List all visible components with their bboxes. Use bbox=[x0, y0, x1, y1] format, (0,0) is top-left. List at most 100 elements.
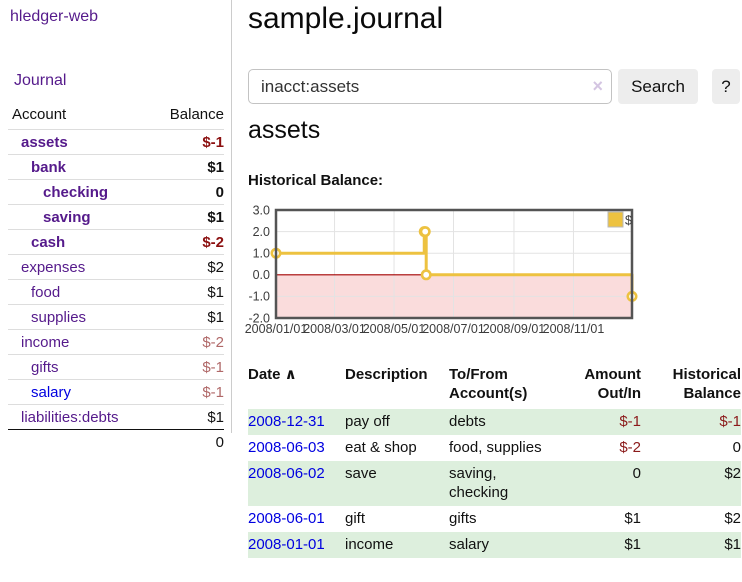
account-link[interactable]: saving bbox=[43, 209, 91, 226]
account-row: assets $-1 bbox=[8, 129, 224, 155]
account-link[interactable]: expenses bbox=[21, 259, 86, 276]
x-tick-label: 2008/01/01 bbox=[245, 322, 308, 336]
account-row: supplies $1 bbox=[8, 304, 224, 330]
search-box: × bbox=[248, 69, 612, 104]
transaction-date-link[interactable]: 2008-06-03 bbox=[248, 439, 325, 456]
account-row: liabilities:debts $1 bbox=[8, 404, 224, 430]
y-tick-label: 2.0 bbox=[253, 225, 270, 239]
account-row: saving $1 bbox=[8, 204, 224, 230]
transaction-amount: $1 bbox=[624, 536, 641, 553]
register-header-description: Description bbox=[345, 366, 428, 383]
transaction-date-link[interactable]: 2008-12-31 bbox=[248, 413, 325, 430]
account-balance: $2 bbox=[207, 259, 224, 276]
data-point-marker bbox=[420, 269, 432, 281]
account-balance: $1 bbox=[207, 309, 224, 326]
x-tick-label: 2008/05/01 bbox=[363, 322, 426, 336]
account-row: salary $-1 bbox=[8, 379, 224, 405]
transaction-description: income bbox=[345, 536, 394, 553]
account-link[interactable]: salary bbox=[31, 384, 72, 401]
transaction-balance: $-1 bbox=[719, 413, 741, 430]
account-link[interactable]: assets bbox=[21, 134, 68, 151]
clear-search-icon[interactable]: × bbox=[592, 76, 603, 96]
account-link[interactable]: bank bbox=[31, 159, 67, 176]
transaction-balance: $1 bbox=[724, 536, 741, 553]
account-row: income $-2 bbox=[8, 329, 224, 355]
register-header-to: To/From Account(s) bbox=[449, 366, 528, 402]
account-link[interactable]: gifts bbox=[31, 359, 59, 376]
legend-swatch bbox=[607, 211, 624, 228]
data-point-marker bbox=[419, 226, 431, 238]
transaction-date-link[interactable]: 2008-06-01 bbox=[248, 510, 325, 527]
chart-heading: Historical Balance: bbox=[248, 172, 384, 189]
transaction-description: pay off bbox=[345, 413, 390, 430]
account-row: checking 0 bbox=[8, 179, 224, 205]
account-balance: 0 bbox=[215, 184, 224, 201]
register-row: 2008-06-02 save saving, checking 0 $2 bbox=[248, 461, 741, 506]
plot-border bbox=[274, 208, 634, 320]
transaction-date-link[interactable]: 2008-06-02 bbox=[248, 465, 325, 482]
register-row: 2008-12-31 pay off debts $-1 $-1 bbox=[248, 409, 741, 435]
transaction-accounts: gifts bbox=[449, 510, 477, 527]
account-title: assets bbox=[248, 116, 321, 144]
account-row: expenses $2 bbox=[8, 254, 224, 280]
account-link[interactable]: cash bbox=[31, 234, 66, 251]
account-balance: $1 bbox=[207, 159, 224, 176]
page-title: sample.journal bbox=[248, 2, 444, 35]
account-balance: $-2 bbox=[202, 334, 224, 351]
register-row: 2008-06-01 gift gifts $1 $2 bbox=[248, 506, 741, 532]
account-balance: $1 bbox=[207, 284, 224, 301]
account-link[interactable]: liabilities:debts bbox=[21, 409, 119, 426]
accounts-total-value: 0 bbox=[149, 429, 224, 455]
transaction-balance: $2 bbox=[724, 465, 741, 482]
search-input[interactable] bbox=[248, 69, 612, 104]
account-balance: $-1 bbox=[202, 359, 224, 376]
accounts-table: Account Balance assets $-1 bank $1 checking 0… bbox=[8, 103, 224, 455]
sort-ascending-icon: ∧ bbox=[280, 366, 297, 383]
transaction-amount: $-2 bbox=[619, 439, 641, 456]
register-row: 2008-01-01 income salary $1 $1 bbox=[248, 532, 741, 558]
register-header-date[interactable]: Date ∧ bbox=[248, 366, 297, 383]
register-header-amount: Amount Out/In bbox=[584, 366, 641, 402]
account-row: bank $1 bbox=[8, 154, 224, 180]
y-tick-label: -2.0 bbox=[248, 311, 270, 325]
y-tick-label: 3.0 bbox=[253, 203, 270, 217]
app-title-link[interactable]: hledger-web bbox=[10, 8, 99, 25]
transaction-description: gift bbox=[345, 510, 366, 527]
register-header-historical: Historical Balance bbox=[672, 366, 741, 402]
main-content: sample.journal × Search ? assets Histori… bbox=[245, 0, 742, 582]
transaction-description: eat & shop bbox=[345, 439, 417, 456]
account-row: cash $-2 bbox=[8, 229, 224, 255]
account-balance: $-1 bbox=[202, 384, 224, 401]
transaction-amount: $-1 bbox=[619, 413, 641, 430]
account-balance: $-1 bbox=[202, 134, 224, 151]
transaction-balance: 0 bbox=[732, 439, 741, 456]
transaction-description: save bbox=[345, 465, 377, 482]
legend-label: $ bbox=[625, 214, 632, 228]
transaction-date-link[interactable]: 2008-01-01 bbox=[248, 536, 325, 553]
transaction-accounts: debts bbox=[449, 413, 486, 430]
nav-journal-link[interactable]: Journal bbox=[14, 72, 67, 89]
account-column-header: Account bbox=[12, 106, 67, 123]
sidebar: hledger-web Journal Account Balance asse… bbox=[0, 0, 232, 455]
x-tick-label: 2008/11/01 bbox=[543, 322, 605, 336]
accounts-table-header: Account Balance bbox=[8, 103, 224, 130]
accounts-total-row: 0 bbox=[8, 429, 224, 455]
account-link[interactable]: checking bbox=[43, 184, 109, 201]
y-tick-label: -1.0 bbox=[248, 290, 270, 304]
account-row: food $1 bbox=[8, 279, 224, 305]
account-link[interactable]: food bbox=[31, 284, 61, 301]
account-link[interactable]: supplies bbox=[31, 309, 87, 326]
transaction-accounts: saving, checking bbox=[449, 465, 509, 501]
transaction-accounts: salary bbox=[449, 536, 490, 553]
balance-column-header: Balance bbox=[169, 106, 224, 123]
register-row: 2008-06-03 eat & shop food, supplies $-2 0 bbox=[248, 435, 741, 461]
y-tick-label: 0.0 bbox=[253, 268, 270, 282]
account-balance: $-2 bbox=[202, 234, 224, 251]
x-tick-label: 2008/03/01 bbox=[303, 322, 366, 336]
account-link[interactable]: income bbox=[21, 334, 70, 351]
account-balance: $1 bbox=[207, 409, 224, 426]
x-tick-label: 2008/09/01 bbox=[483, 322, 546, 336]
search-button[interactable]: Search bbox=[618, 69, 698, 104]
account-balance: $1 bbox=[207, 209, 224, 226]
help-button[interactable]: ? bbox=[712, 69, 740, 104]
